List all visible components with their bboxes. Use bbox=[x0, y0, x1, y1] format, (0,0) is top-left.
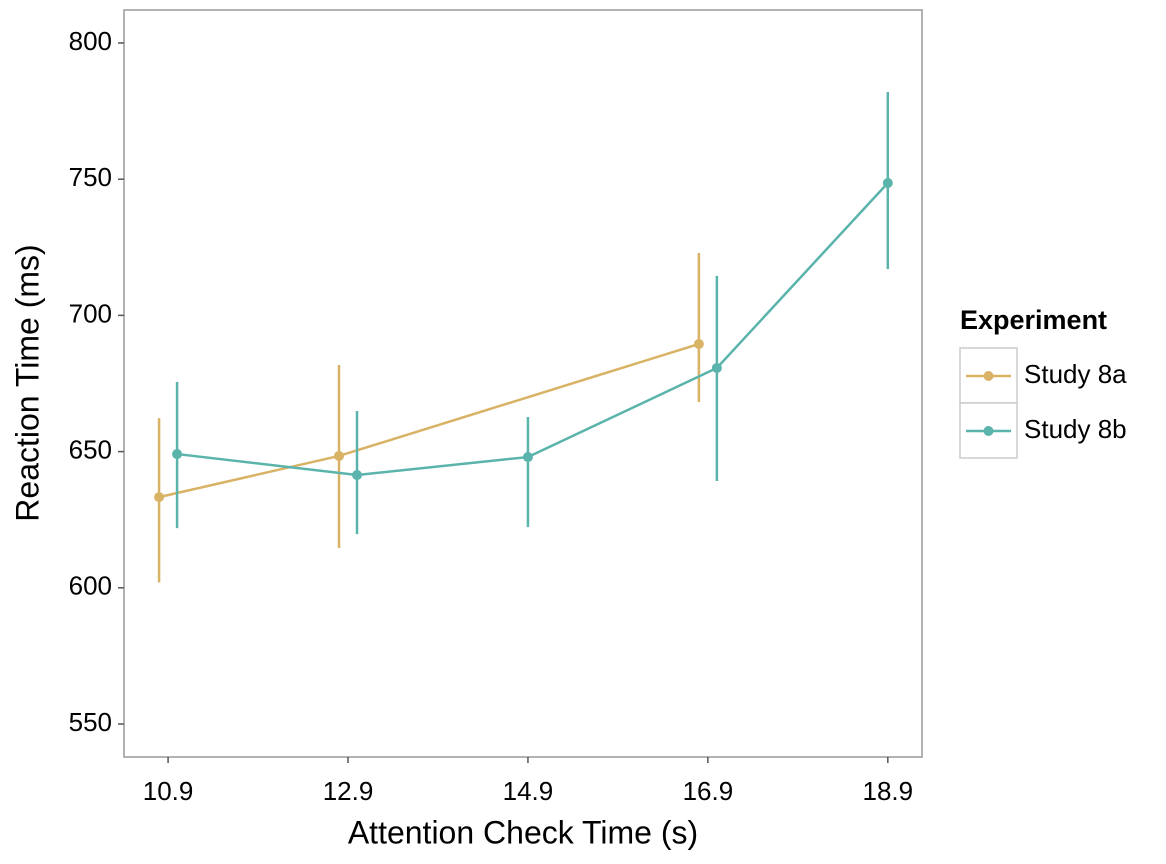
x-tick-label: 14.9 bbox=[503, 776, 554, 806]
x-axis-title: Attention Check Time (s) bbox=[348, 814, 698, 850]
x-tick-label: 18.9 bbox=[863, 776, 914, 806]
legend-label: Study 8a bbox=[1024, 359, 1127, 389]
point bbox=[172, 449, 183, 460]
point bbox=[154, 492, 165, 503]
legend-title: Experiment bbox=[960, 305, 1107, 335]
legend-point bbox=[983, 426, 994, 436]
point bbox=[882, 177, 893, 188]
x-tick-label: 12.9 bbox=[323, 776, 374, 806]
y-tick-label: 650 bbox=[69, 434, 112, 464]
y-tick-label: 700 bbox=[69, 298, 112, 328]
point bbox=[334, 450, 345, 461]
y-tick-label: 800 bbox=[69, 26, 112, 56]
y-tick-label: 550 bbox=[69, 707, 112, 737]
y-tick-label: 750 bbox=[69, 162, 112, 192]
legend-point bbox=[983, 371, 994, 381]
y-tick-label: 600 bbox=[69, 571, 112, 601]
x-tick-label: 16.9 bbox=[683, 776, 734, 806]
y-axis-title: Reaction Time (ms) bbox=[9, 244, 45, 521]
point bbox=[711, 362, 722, 373]
legend-label: Study 8b bbox=[1024, 414, 1127, 444]
point bbox=[693, 338, 704, 349]
point bbox=[352, 470, 363, 481]
plot-panel bbox=[123, 9, 923, 758]
x-tick-label: 10.9 bbox=[143, 776, 194, 806]
point bbox=[522, 452, 533, 463]
